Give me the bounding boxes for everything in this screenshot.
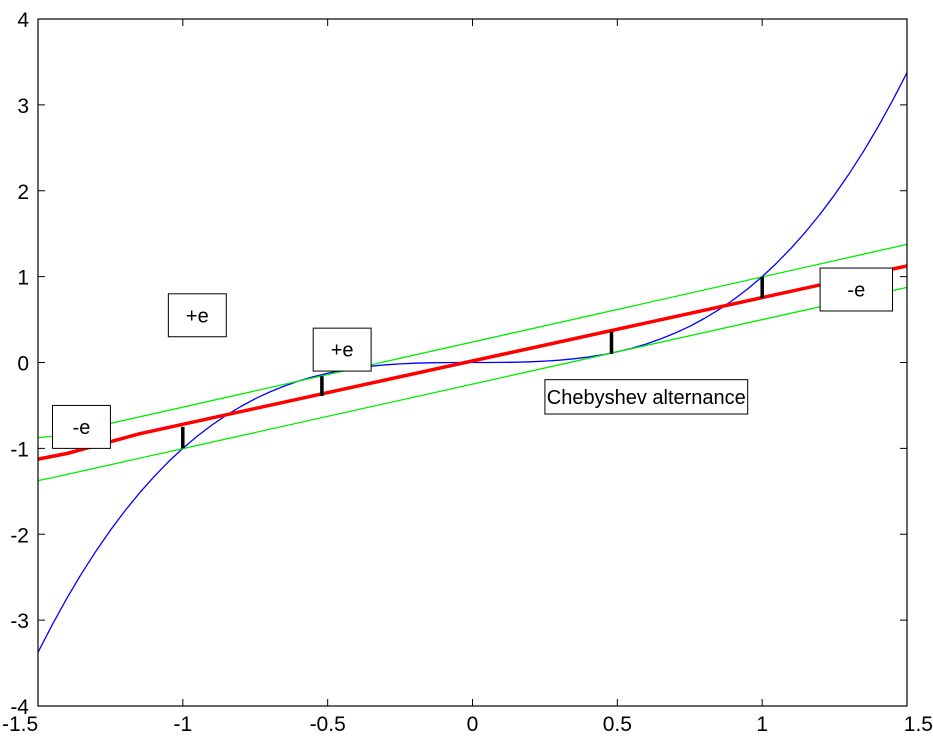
x-tick-label: -1 xyxy=(173,713,192,736)
y-tick-label: 2 xyxy=(17,181,29,204)
x-tick-label: 0 xyxy=(467,713,479,736)
annotation-box xyxy=(819,267,894,312)
annotation-label: -e xyxy=(847,280,865,302)
y-tick-label: -1 xyxy=(10,438,29,461)
annotation-label: +e xyxy=(331,340,354,362)
y-tick-label: 1 xyxy=(17,267,29,290)
x-tick-label: -0.5 xyxy=(310,713,346,736)
annotation-box xyxy=(51,404,111,449)
y-tick-label: 0 xyxy=(17,353,29,376)
y-tick-label: -3 xyxy=(10,610,29,633)
x-tick-label: -1.5 xyxy=(2,713,38,736)
x-tick-label: 0.5 xyxy=(603,713,632,736)
annotation-label: Chebyshev alternance xyxy=(547,387,746,409)
series-line-3 xyxy=(37,286,908,482)
annotation-box xyxy=(167,293,227,338)
y-tick-label: 3 xyxy=(17,95,29,118)
annotation-box xyxy=(312,327,372,372)
x-tick-label: 1 xyxy=(756,713,768,736)
annotation-label: -e xyxy=(73,417,91,439)
y-tick-label: 4 xyxy=(17,9,29,32)
y-tick-label: -2 xyxy=(10,524,29,547)
annotation-label: +e xyxy=(186,305,209,327)
plot-area-frame xyxy=(37,18,908,707)
x-tick-label: 1.5 xyxy=(904,713,933,736)
annotations-layer: -e +e +e -e Chebyshev alternance xyxy=(51,267,894,449)
annotation-box xyxy=(544,379,749,415)
series-line-2 xyxy=(37,243,908,439)
series-layer xyxy=(37,72,908,653)
y-tick-label: -4 xyxy=(10,696,29,719)
tick-labels-layer: -1.5 -1 -0.5 0 0.5 1 1.5 -4 -3 -2 -1 0 1 2 3 4 xyxy=(2,9,933,736)
